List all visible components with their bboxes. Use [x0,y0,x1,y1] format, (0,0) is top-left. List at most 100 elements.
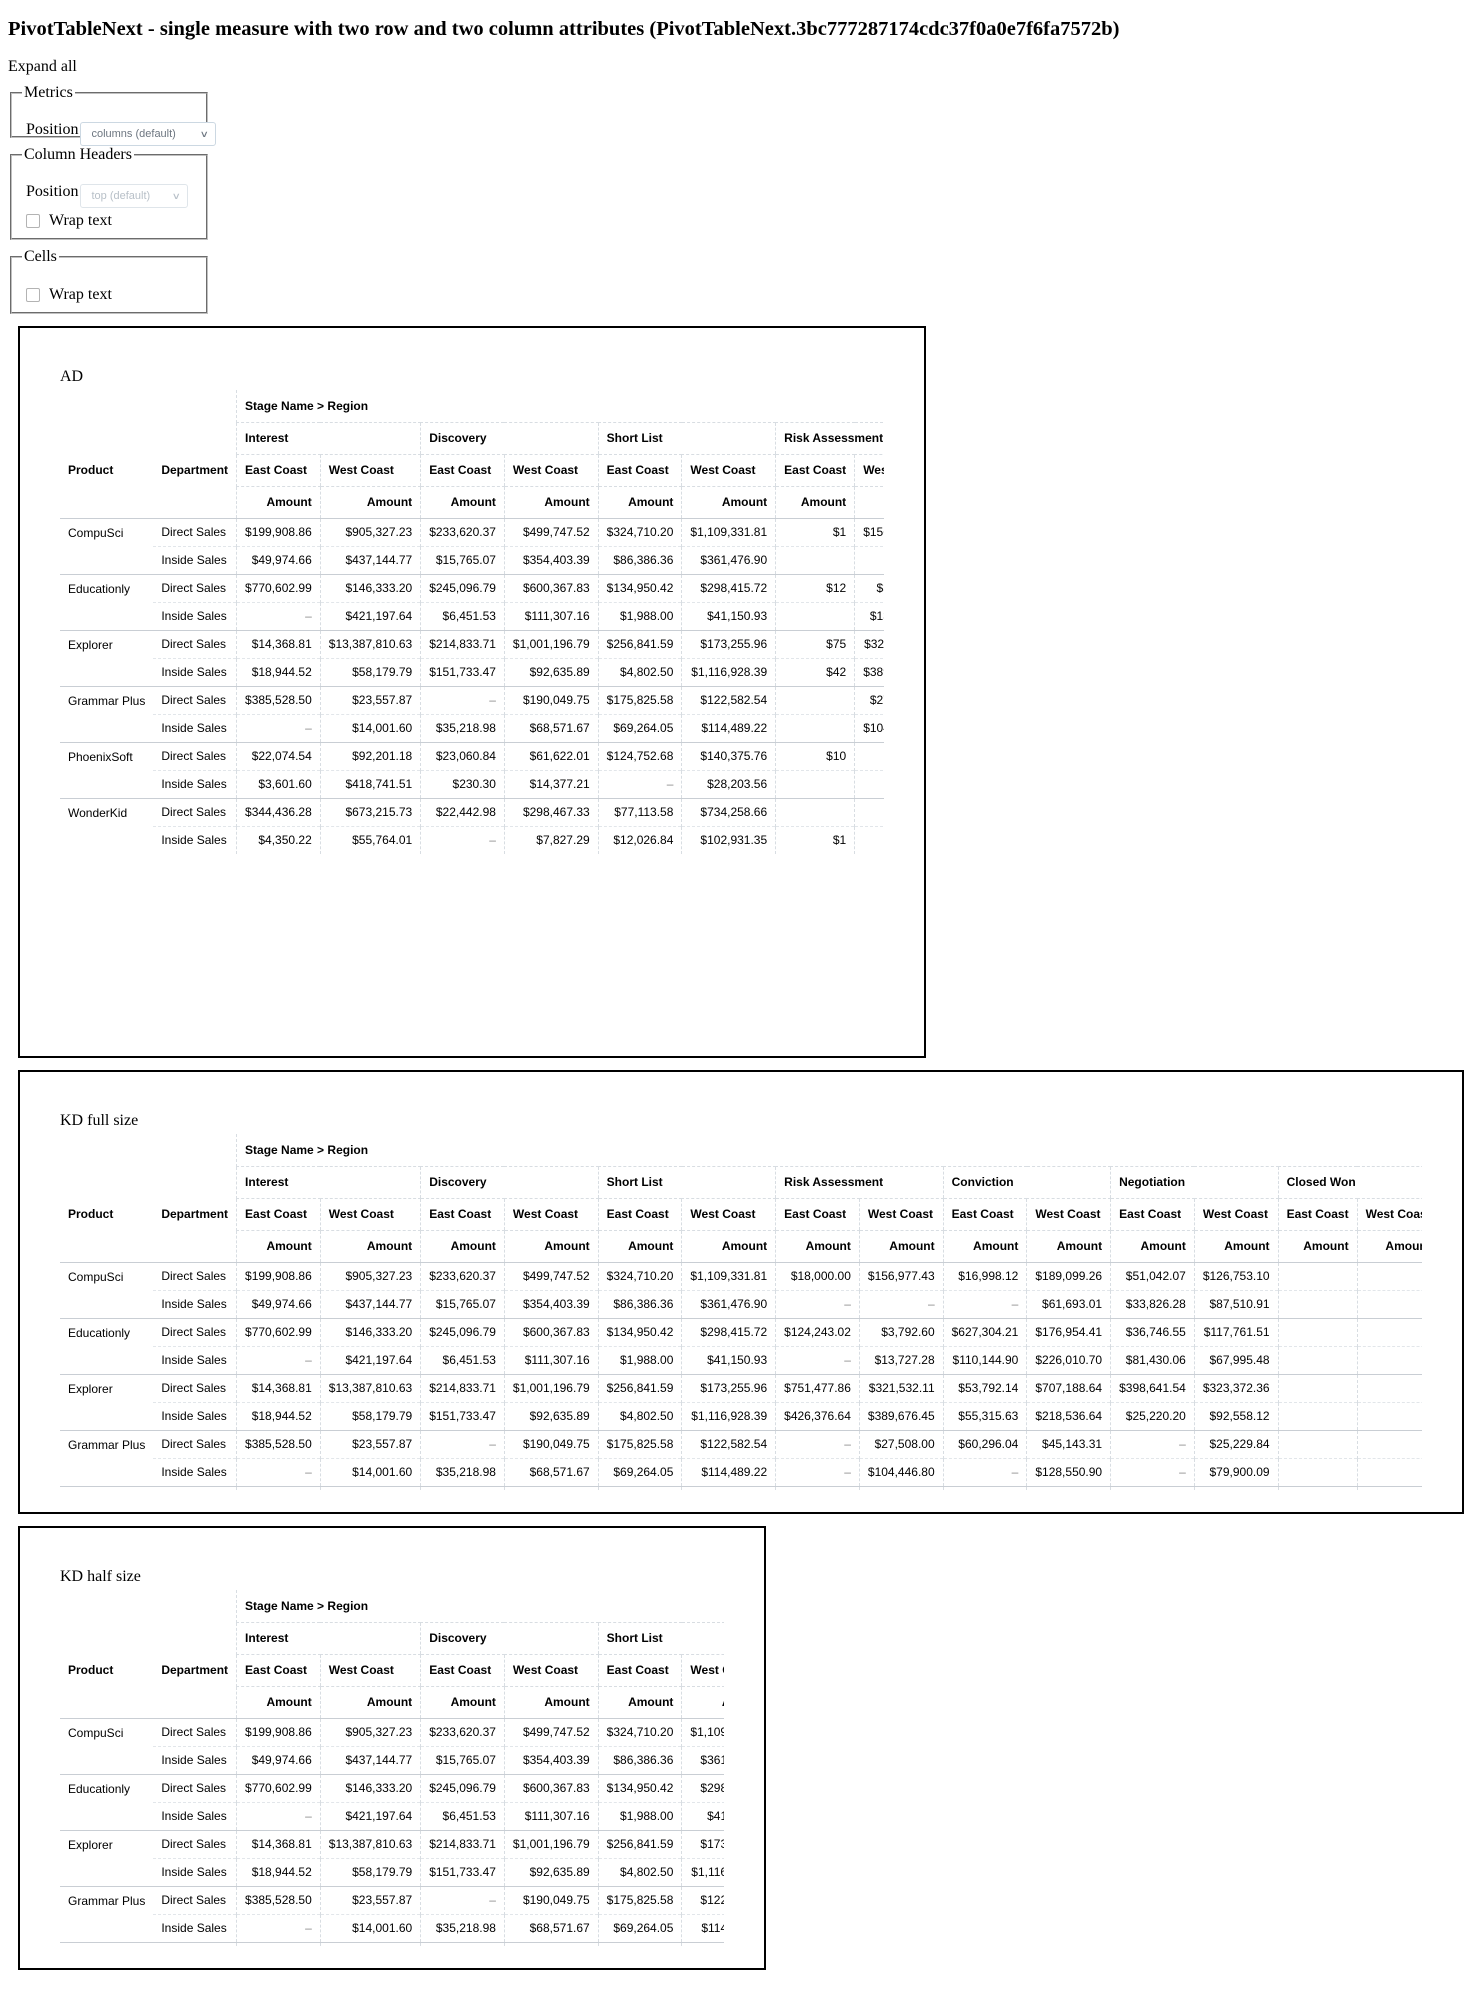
data-cell[interactable]: $770,602.99 [236,1773,321,1802]
data-cell[interactable]: $385,528.50 [236,1429,321,1458]
row-department-cell[interactable]: Inside Sales [153,825,237,854]
data-cell[interactable] [775,769,855,798]
column-header-measure[interactable]: Amount [503,1686,599,1718]
data-cell[interactable]: $14,377.21 [503,769,599,798]
data-cell[interactable]: $134,950.42 [597,573,682,602]
data-cell[interactable] [854,769,884,798]
data-cell[interactable]: $92,635.89 [503,1401,599,1430]
data-cell[interactable]: $199,908.86 [236,1261,321,1290]
data-cell[interactable]: $6,451.53 [420,1801,505,1830]
data-cell[interactable]: $126,753.10 [1193,1261,1279,1290]
data-cell[interactable]: $905,327.23 [319,1717,421,1746]
data-cell[interactable] [1193,1485,1279,1490]
data-cell[interactable]: $389,676.45 [854,657,884,686]
row-product-cell[interactable]: Educationly [60,1317,154,1346]
data-cell[interactable]: – [420,825,505,854]
data-cell[interactable]: $42 [775,657,855,686]
data-cell[interactable]: $13,387,810.63 [319,629,421,658]
column-header-measure[interactable]: Amount [503,1230,599,1262]
data-cell[interactable]: $298,415.72 [681,1317,776,1346]
pivot-table-viewport[interactable]: Stage Name > Region Product Department Inte… [60,1134,1422,1490]
column-header-stage[interactable]: Discovery [420,422,599,455]
column-header-region[interactable]: West Coast [503,1654,599,1687]
data-cell[interactable]: $199,908.86 [236,517,321,546]
data-cell[interactable]: $10 [775,1485,860,1490]
data-cell[interactable]: $1,109,331.81 [681,1717,724,1746]
data-cell[interactable]: $226,010.70 [1026,1345,1111,1374]
data-cell[interactable]: $361,476.90 [681,1289,776,1318]
data-cell[interactable]: $140,375.76 [681,741,776,770]
data-cell[interactable]: $600,367.83 [503,1773,599,1802]
column-headers-position-select[interactable]: top (default) ∨ [80,184,189,208]
data-cell[interactable]: $92,635.89 [503,657,599,686]
column-header-region[interactable]: West Coast [319,454,421,487]
column-header-measure[interactable]: Amount [597,1230,682,1262]
data-cell[interactable]: $58,179.79 [319,1401,421,1430]
data-cell[interactable]: $146,333.20 [319,573,421,602]
data-cell[interactable]: $437,144.77 [319,1289,421,1318]
column-header-measure[interactable]: Amount [858,1230,944,1262]
data-cell[interactable] [1277,1429,1358,1458]
row-product-cell[interactable] [60,1914,153,1942]
data-cell[interactable]: $58,179.79 [319,1857,421,1886]
data-cell[interactable]: $77,113.58 [597,797,682,826]
column-header-region[interactable]: West Coast [681,1654,724,1687]
data-cell[interactable]: $1,988.00 [597,1801,682,1830]
row-product-cell[interactable]: Grammar Plus [60,1429,154,1458]
data-cell[interactable]: $124,243.02 [775,1317,860,1346]
data-cell[interactable]: $134,950.42 [597,1317,682,1346]
data-cell[interactable]: $35,218.98 [420,713,505,742]
data-cell[interactable] [1356,1429,1422,1458]
data-cell[interactable] [1277,1485,1358,1490]
data-cell[interactable]: $14,368.81 [236,1373,321,1402]
column-header-region[interactable]: East Coast [1277,1198,1358,1231]
data-cell[interactable]: $321,532.11 [858,1373,944,1402]
data-cell[interactable]: $214,833.71 [420,1373,505,1402]
column-header-stage[interactable]: Risk Assessment [775,422,884,455]
data-cell[interactable]: – [942,1457,1027,1486]
data-cell[interactable]: $3,792.60 [858,1317,944,1346]
data-cell[interactable]: $87,510.91 [1193,1289,1279,1318]
column-header-measure[interactable]: Amount [236,1230,321,1262]
data-cell[interactable]: – [420,1429,505,1458]
data-cell[interactable]: $437,144.77 [319,1745,421,1774]
data-cell[interactable] [1356,1457,1422,1486]
data-cell[interactable]: $61,693.01 [1026,1289,1111,1318]
column-headers-wrap-checkbox[interactable] [26,214,40,228]
data-cell[interactable]: $122,582.54 [681,1885,724,1914]
data-cell[interactable]: $256,841.59 [597,1373,682,1402]
data-cell[interactable]: $61,622.01 [503,741,599,770]
row-product-cell[interactable]: PhoenixSoft [60,1485,154,1490]
data-cell[interactable]: $4,802.50 [597,657,682,686]
row-product-cell[interactable]: Grammar Plus [60,1885,154,1914]
row-product-cell[interactable]: Educationly [60,573,154,602]
data-cell[interactable]: $28,203.56 [681,769,776,798]
data-cell[interactable]: $344,436.28 [236,797,321,826]
data-cell[interactable]: $33,826.28 [1110,1289,1195,1318]
row-product-cell[interactable]: PhoenixSoft [60,741,154,770]
row-product-cell[interactable] [60,602,153,630]
data-cell[interactable]: $156,977.43 [858,1261,944,1290]
data-cell[interactable]: $421,197.64 [319,601,421,630]
column-header-measure[interactable]: Amount [236,1686,321,1718]
data-cell[interactable]: $51,042.07 [1110,1261,1195,1290]
data-cell[interactable]: – [236,713,321,742]
data-cell[interactable]: – [420,1885,505,1914]
row-department-cell[interactable]: Inside Sales [153,1913,237,1942]
column-header-measure[interactable]: Amount [681,486,776,518]
data-cell[interactable]: $55,315.63 [942,1401,1027,1430]
column-header-region[interactable]: East Coast [597,1654,682,1687]
data-cell[interactable] [1277,1345,1358,1374]
row-department-cell[interactable]: Direct Sales [153,1829,237,1858]
data-cell[interactable]: $13,727.28 [858,1345,944,1374]
data-cell[interactable]: $6,451.53 [420,601,505,630]
data-cell[interactable] [1356,1289,1422,1318]
row-product-cell[interactable] [60,1858,153,1886]
data-cell[interactable]: $1 [775,517,855,546]
data-cell[interactable]: $190,049.75 [503,1885,599,1914]
row-department-cell[interactable]: Direct Sales [153,1941,237,1946]
data-cell[interactable]: $175,825.58 [597,685,682,714]
data-cell[interactable] [775,797,855,826]
data-cell[interactable]: $437,144.77 [319,545,421,574]
column-header-stage[interactable]: Conviction [942,1166,1111,1199]
